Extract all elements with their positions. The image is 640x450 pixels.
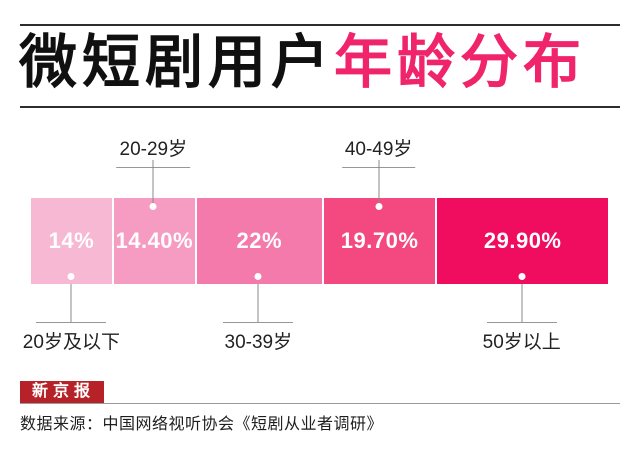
source-text: 数据来源：中国网络视听协会《短剧从业者调研》 (20, 416, 384, 433)
segment-value-label: 19.70% (340, 228, 419, 253)
segment-value-label: 22% (236, 228, 283, 253)
bar-segment: 22% (194, 198, 322, 284)
callout-dot (518, 273, 526, 280)
top-rule (20, 24, 620, 26)
segment-value-label: 14% (48, 228, 95, 253)
callout-overline (36, 322, 107, 323)
bar-segment: 19.70% (321, 198, 436, 284)
stacked-bar: 14% 14.40% 22% 19.70% 29.90% (31, 198, 608, 284)
brand-badge-row: 新京报 (20, 381, 620, 404)
callout-dot (254, 273, 262, 280)
callout-line (152, 160, 154, 203)
age-distribution-chart: 14% 14.40% 22% 19.70% 29.90% 20岁及以下 20-29岁 30-… (23, 130, 608, 353)
callout-dot (149, 203, 157, 210)
page-title: 微短剧用户年龄分布 (19, 31, 586, 95)
age-group-label: 50岁以上 (482, 332, 561, 353)
bar-segment: 14.40% (111, 198, 195, 284)
callout-line (521, 284, 523, 322)
bar-segment: 29.90% (435, 198, 608, 284)
callout-dot (375, 203, 383, 210)
title-main: 微短剧用户 (19, 30, 335, 95)
title-accent: 年龄分布 (334, 30, 587, 95)
brand-badge: 新京报 (20, 381, 105, 403)
segment-value-label: 14.40% (115, 228, 194, 253)
callout-line (378, 160, 380, 203)
bar-segment: 14% (31, 198, 112, 284)
segment-value-label: 29.90% (483, 228, 562, 253)
title-underline-rule (20, 106, 620, 108)
age-group-label: 20岁及以下 (22, 332, 120, 353)
callout-overline (223, 322, 294, 323)
callout-line (257, 284, 259, 322)
callout-line (70, 284, 72, 322)
callout-overline (486, 322, 557, 323)
age-group-label: 30-39岁 (224, 332, 293, 353)
callout-dot (67, 273, 75, 280)
